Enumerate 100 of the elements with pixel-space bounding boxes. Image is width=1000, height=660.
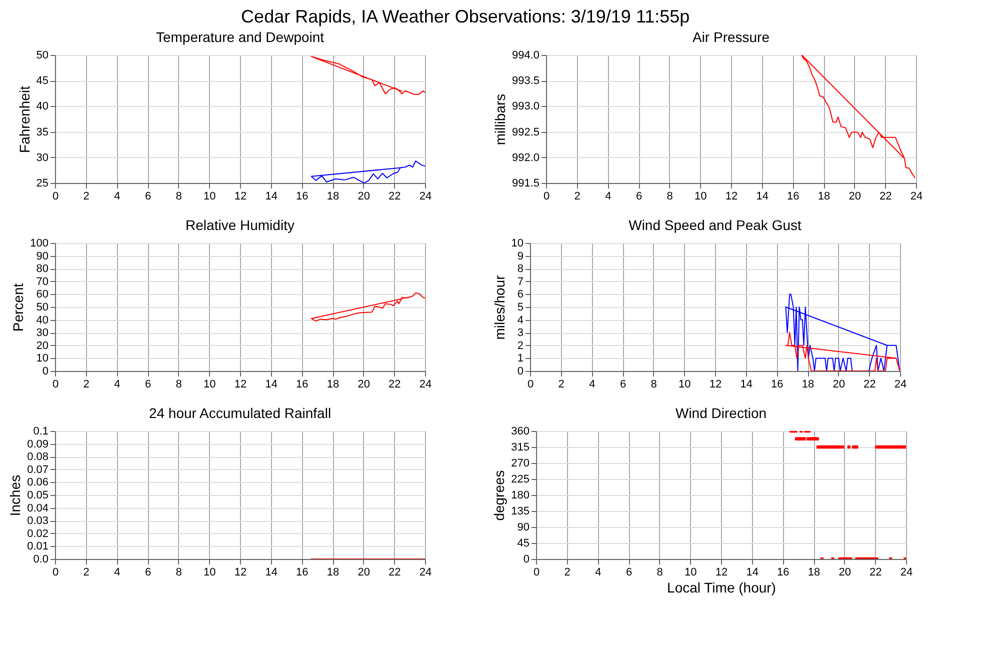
x-tick-label: 20 [358,378,370,390]
x-tick-label: 18 [808,566,820,578]
x-tick-label: 4 [114,566,120,578]
y-tick-label: 225 [511,474,530,486]
x-tick-label: 8 [650,378,657,390]
x-tick-label: 16 [296,378,308,390]
x-tick-label: 14 [746,566,758,578]
y-tick-label: 3 [517,327,524,340]
y-tick-label: 135 [511,506,530,518]
x-tick-label: 10 [204,378,216,390]
x-tick-label: 22 [870,566,882,578]
y-tick-label: 40 [36,314,48,326]
y-tick-label: 30 [36,152,48,164]
x-tick-label: 10 [694,190,707,202]
line-series [801,55,916,178]
x-tick-label: 0 [52,566,59,578]
x-tick-label: 4 [595,566,602,578]
x-tick-label: 10 [204,566,216,578]
x-tick-label: 14 [265,190,278,202]
x-tick-label: 4 [114,378,120,390]
y-tick-label: 0 [517,366,524,378]
y-tick-label: 0.1 [33,426,48,438]
x-tick-label: 20 [358,566,370,578]
y-axis-title: Percent [10,283,26,332]
x-tick-label: 16 [296,190,308,202]
x-tick-label: 10 [204,190,216,202]
y-tick-label: 992.0 [512,152,540,164]
y-tick-label: 0.08 [27,451,48,464]
y-tick-label: 0.09 [27,438,48,450]
y-tick-label: 80 [36,263,48,276]
x-tick-label: 2 [83,566,90,578]
y-axis-title: degrees [491,470,508,521]
y-tick-label: 25 [36,178,48,190]
x-tick-label: 0 [52,378,59,390]
x-tick-label: 12 [709,378,722,390]
x-tick-label: 22 [880,190,892,202]
x-tick-label: 22 [388,190,401,202]
chart-title: Air Pressure [692,29,770,45]
y-tick-label: 30 [36,327,48,340]
y-tick-label: 0.05 [27,490,48,502]
text: Cedar Rapids, IA Weather Observations: 3/19/19 11:55p [241,6,690,26]
y-tick-label: 90 [36,250,48,262]
x-tick-label: 18 [802,378,814,390]
x-tick-label: 24 [419,378,432,390]
x-tick-label: 6 [620,378,626,390]
x-tick-label: 24 [910,190,923,202]
x-tick-label: 2 [564,566,570,578]
line-series [310,56,425,95]
y-tick-label: 9 [517,250,524,262]
x-tick-label: 8 [666,190,673,202]
y-tick-label: 5 [517,302,524,314]
y-tick-label: 8 [517,263,524,276]
line-series [785,332,900,371]
x-tick-label: 12 [715,566,728,578]
x-tick-label: 16 [787,190,800,202]
y-tick-label: 993.5 [512,75,540,88]
y-tick-label: 0.06 [27,476,48,489]
x-tick-label: 18 [326,190,340,202]
x-tick-label: 18 [326,566,340,578]
y-tick-label: 0.01 [27,540,48,553]
x-tick-label: 12 [725,190,738,202]
y-axis-title: miles/hour [491,274,508,340]
x-tick-label: 12 [234,378,247,390]
y-tick-label: 0.03 [27,515,48,528]
y-tick-label: 180 [511,490,530,502]
y-tick-label: 4 [517,314,524,326]
y-tick-label: 10 [36,352,48,365]
y-tick-label: 991.5 [512,178,540,190]
x-tick-label: 16 [777,566,790,578]
y-tick-label: 0.04 [27,502,48,514]
y-tick-label: 45 [36,75,48,88]
x-tick-label: 6 [626,566,632,578]
x-tick-label: 20 [848,190,861,202]
x-tick-label: 14 [740,378,752,390]
x-tick-label: 0 [52,190,59,202]
x-tick-label: 20 [832,378,845,390]
y-tick-label: 0 [42,366,48,378]
x-tick-label: 8 [176,190,182,202]
y-tick-label: 2 [517,340,524,352]
chart-title: Wind Direction [675,405,767,421]
x-tick-label: 2 [574,190,580,202]
x-tick-label: 24 [419,566,432,578]
x-tick-label: 22 [388,378,401,390]
y-tick-label: 315 [511,442,530,454]
y-axis-title: millibars [492,94,508,146]
x-tick-label: 20 [358,190,370,202]
y-axis-title: Fahrenheit [16,86,32,153]
y-tick-label: 45 [517,538,530,550]
line-series [310,160,425,183]
x-tick-label: 20 [838,566,851,578]
y-tick-label: 20 [36,340,48,352]
y-tick-label: 1 [517,352,524,365]
x-tick-label: 4 [605,190,612,202]
y-tick-label: 0 [523,554,530,566]
chart-title: Wind Speed and Peak Gust [628,217,802,233]
x-tick-label: 8 [656,566,663,578]
x-tick-label: 0 [543,190,550,202]
y-tick-label: 0.0 [33,554,48,566]
x-axis-title: Local Time (hour) [667,580,776,596]
x-tick-label: 14 [756,190,768,202]
